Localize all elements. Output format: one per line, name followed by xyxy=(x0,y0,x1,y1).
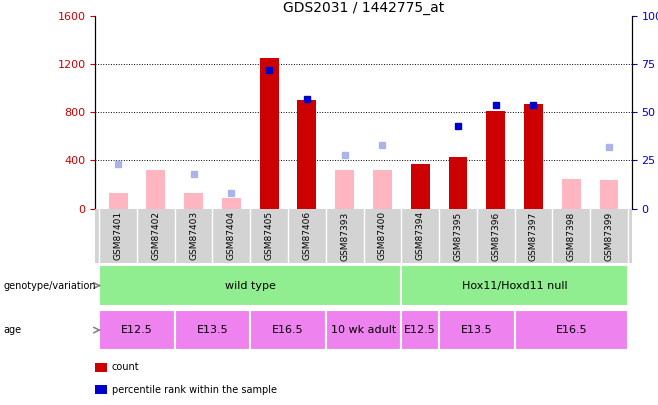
Bar xyxy=(326,310,401,350)
Bar xyxy=(222,198,241,209)
Bar xyxy=(439,310,515,350)
Title: GDS2031 / 1442775_at: GDS2031 / 1442775_at xyxy=(283,1,444,15)
Bar xyxy=(599,180,619,209)
Bar xyxy=(297,100,316,209)
Bar xyxy=(250,310,326,350)
Text: GSM87395: GSM87395 xyxy=(453,211,463,260)
Text: GSM87394: GSM87394 xyxy=(416,211,424,260)
Bar xyxy=(99,266,401,305)
Bar xyxy=(373,170,392,209)
Bar xyxy=(146,170,165,209)
Bar xyxy=(486,111,505,209)
Bar xyxy=(175,310,250,350)
Bar xyxy=(184,193,203,209)
Text: genotype/variation: genotype/variation xyxy=(3,281,96,290)
Bar xyxy=(401,310,439,350)
Text: GSM87400: GSM87400 xyxy=(378,211,387,260)
Bar xyxy=(411,164,430,209)
Bar xyxy=(524,104,543,209)
Text: E13.5: E13.5 xyxy=(197,325,228,335)
Text: 10 wk adult: 10 wk adult xyxy=(331,325,396,335)
Text: age: age xyxy=(3,325,22,335)
Bar xyxy=(515,310,628,350)
Text: count: count xyxy=(112,362,139,372)
Text: GSM87403: GSM87403 xyxy=(189,211,198,260)
Text: GSM87401: GSM87401 xyxy=(114,211,122,260)
Bar xyxy=(109,193,128,209)
Text: GSM87406: GSM87406 xyxy=(303,211,311,260)
Text: GSM87393: GSM87393 xyxy=(340,211,349,260)
Text: GSM87398: GSM87398 xyxy=(567,211,576,260)
Text: GSM87402: GSM87402 xyxy=(151,211,161,260)
Text: GSM87396: GSM87396 xyxy=(492,211,500,260)
Text: E12.5: E12.5 xyxy=(404,325,436,335)
Text: GSM87405: GSM87405 xyxy=(265,211,274,260)
Text: GSM87404: GSM87404 xyxy=(227,211,236,260)
Text: wild type: wild type xyxy=(225,281,276,290)
Text: E16.5: E16.5 xyxy=(555,325,587,335)
Text: E16.5: E16.5 xyxy=(272,325,304,335)
Text: Hox11/Hoxd11 null: Hox11/Hoxd11 null xyxy=(462,281,567,290)
Bar xyxy=(335,170,354,209)
Bar xyxy=(562,179,581,209)
Text: percentile rank within the sample: percentile rank within the sample xyxy=(112,385,277,394)
Bar xyxy=(449,157,467,209)
Text: E12.5: E12.5 xyxy=(121,325,153,335)
Bar xyxy=(401,266,628,305)
Text: GSM87397: GSM87397 xyxy=(529,211,538,260)
Text: GSM87399: GSM87399 xyxy=(605,211,613,260)
Text: E13.5: E13.5 xyxy=(461,325,493,335)
Bar xyxy=(99,310,175,350)
Bar xyxy=(260,58,278,209)
